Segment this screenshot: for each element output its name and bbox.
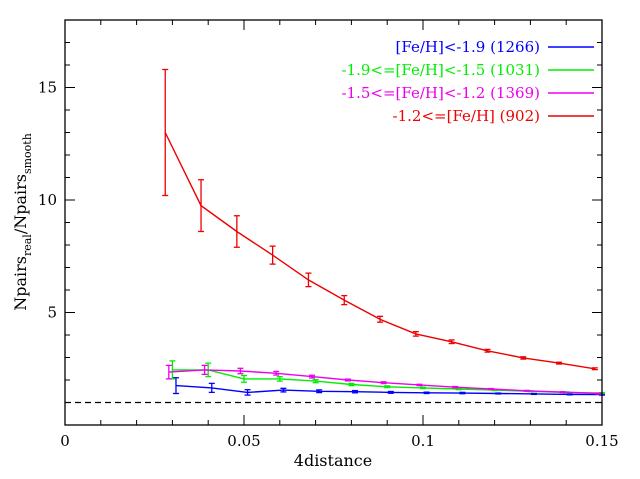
x-axis-title: 4distance (294, 451, 372, 470)
series-2 (169, 360, 605, 395)
legend-label: [Fe/H]<-1.9 (1266) (396, 38, 540, 56)
legend: [Fe/H]<-1.9 (1266) -1.9<=[Fe/H]<-1.5 (103… (341, 38, 594, 125)
tick-layer: 0 0.05 0.1 0.15 5 10 15 (38, 20, 619, 450)
plot-frame (64, 19, 603, 426)
y-tick-label: 5 (47, 304, 57, 322)
y-tick-label: 10 (38, 191, 57, 209)
y-tick-label: 15 (38, 79, 57, 97)
legend-label: -1.9<=[Fe/H]<-1.5 (1031) (341, 61, 540, 79)
series-line (164, 132, 595, 370)
x-tick-label: 0.15 (585, 432, 618, 450)
series-layer (162, 68, 605, 396)
y-axis-title-prefix: Npairs (11, 256, 30, 311)
series-4 (162, 68, 598, 371)
x-tick-label: 0 (60, 432, 70, 450)
x-tick-label: 0.05 (227, 432, 260, 450)
y-axis-title-sub-smooth: smooth (21, 133, 34, 174)
series-line (172, 369, 603, 394)
y-axis-title-sub-real: real (21, 234, 34, 256)
x-tick-label: 0.1 (411, 432, 435, 450)
legend-label: -1.5<=[Fe/H]<-1.2 (1369) (341, 84, 540, 102)
y-axis-title-mid: /Npairs (11, 174, 30, 234)
series-1 (172, 377, 605, 396)
legend-label: -1.2<=[Fe/H] (902) (393, 107, 540, 125)
y-axis-title: Npairsreal/Npairssmooth (11, 133, 34, 311)
series-3 (165, 364, 602, 395)
